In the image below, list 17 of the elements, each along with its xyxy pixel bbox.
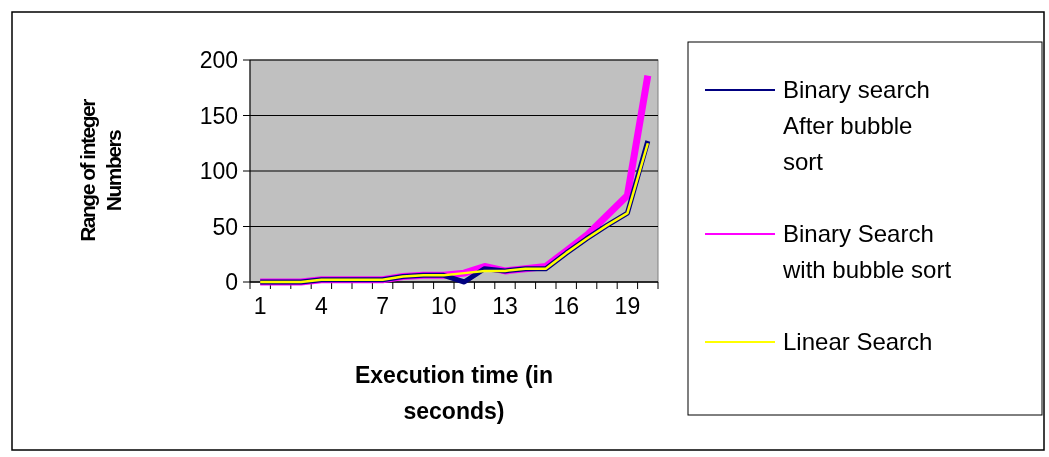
legend-label: Linear Search bbox=[783, 328, 933, 356]
y-axis-title: Range of integer Numbers bbox=[76, 98, 125, 242]
legend-label: Binary search After bubble sort bbox=[783, 76, 930, 176]
y-tick-label: 50 bbox=[212, 213, 238, 240]
y-tick-label: 100 bbox=[199, 158, 238, 185]
x-axis-title: Execution time (in seconds) bbox=[354, 362, 554, 424]
x-tick-label: 7 bbox=[376, 293, 389, 319]
y-tick-label: 200 bbox=[199, 47, 238, 74]
x-tick-label: 16 bbox=[553, 293, 579, 319]
x-tick-label: 10 bbox=[431, 293, 457, 319]
x-tick-label: 4 bbox=[315, 293, 328, 319]
x-tick-label: 13 bbox=[492, 293, 518, 319]
legend-label: Binary Search with bubble sort bbox=[782, 220, 952, 284]
x-tick-label: 19 bbox=[614, 293, 641, 319]
y-tick-label: 150 bbox=[199, 102, 238, 129]
y-tick-label: 0 bbox=[225, 269, 238, 296]
x-tick-label: 1 bbox=[253, 293, 267, 319]
